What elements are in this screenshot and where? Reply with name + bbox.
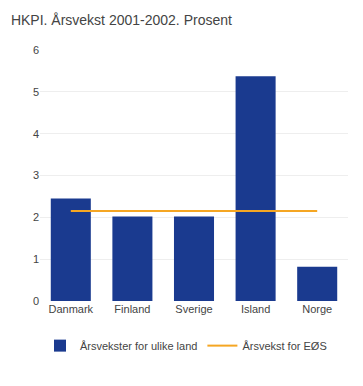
svg-text:2: 2 xyxy=(33,211,39,223)
svg-text:Danmark: Danmark xyxy=(48,303,93,315)
svg-text:Årsvekster for ulike land: Årsvekster for ulike land xyxy=(80,340,197,352)
svg-text:Island: Island xyxy=(241,303,270,315)
svg-text:Norge: Norge xyxy=(302,303,332,315)
svg-text:HKPI. Årsvekst 2001-2002. Pros: HKPI. Årsvekst 2001-2002. Prosent xyxy=(11,12,232,28)
svg-text:1: 1 xyxy=(33,253,39,265)
svg-text:Sverige: Sverige xyxy=(175,303,212,315)
svg-text:0: 0 xyxy=(33,295,39,307)
svg-text:6: 6 xyxy=(33,44,39,56)
svg-text:3: 3 xyxy=(33,169,39,181)
svg-text:Finland: Finland xyxy=(114,303,150,315)
svg-text:4: 4 xyxy=(33,128,39,140)
svg-text:Årsvekst for EØS: Årsvekst for EØS xyxy=(242,340,326,352)
svg-text:5: 5 xyxy=(33,86,39,98)
